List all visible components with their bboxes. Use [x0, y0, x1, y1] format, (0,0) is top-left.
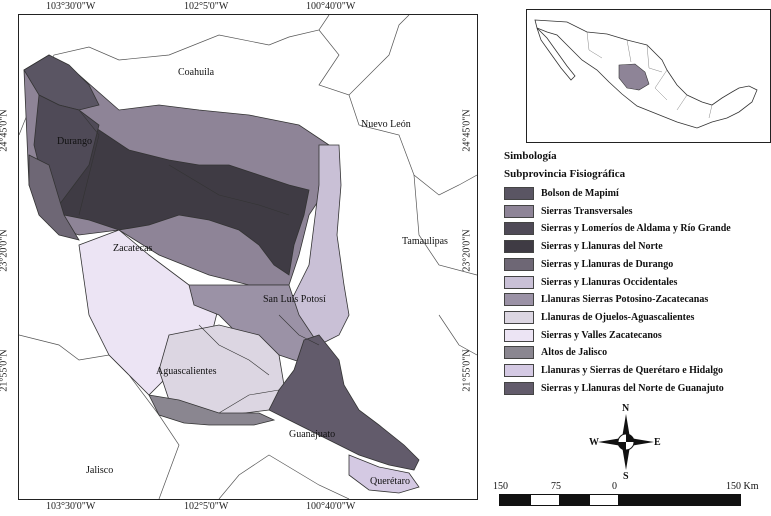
legend-label: Sierras y Llanuras Occidentales [541, 276, 678, 288]
compass-n: N [622, 403, 630, 414]
label-coahuila: Coahuila [178, 67, 215, 78]
legend-swatch [504, 240, 534, 254]
baja-california [536, 27, 576, 81]
label-guanajuato: Guanajuato [289, 429, 336, 440]
region-sierras-llanuras-durango [28, 154, 80, 241]
label-queretaro: Querétaro [370, 476, 410, 487]
legend-item: Sierras Transversales [504, 204, 633, 218]
scale-bar [499, 494, 741, 506]
legend-label: Llanuras de Ojuelos-Aguascalientes [541, 311, 695, 323]
legend-item: Sierras y Llanuras del Norte [504, 240, 663, 254]
legend-label: Llanuras y Sierras de Querétaro e Hidalg… [541, 365, 724, 376]
inset-map [526, 9, 771, 143]
legend-item: Sierras y Lomeríos de Aldama y Río Grand… [504, 222, 731, 236]
scale-seg-3 [559, 495, 590, 505]
scale-label-75: 75 [551, 481, 561, 492]
compass-w: W [589, 437, 599, 448]
legend-title: Simbología [504, 150, 557, 162]
legend-item: Llanuras de Ojuelos-Aguascalientes [504, 310, 695, 324]
compass-icon [598, 414, 654, 470]
compass-e: E [654, 437, 661, 448]
legend-swatch [504, 364, 534, 377]
coord-right-1: 24°45'0"N [461, 109, 473, 152]
inset-map-svg [534, 19, 758, 129]
legend-item: Sierras y Llanuras del Norte de Guanajut… [504, 381, 724, 395]
coord-left-2: 23°20'0"N [0, 229, 10, 272]
legend-label: Sierras y Lomeríos de Aldama y Río Grand… [541, 223, 731, 235]
coord-right-3: 21°55'0"N [461, 349, 473, 392]
scale-seg-2 [531, 495, 559, 505]
legend-label: Sierras y Valles Zacatecanos [541, 329, 662, 341]
main-map [18, 14, 478, 500]
label-aguascalientes: Aguascalientes [156, 366, 217, 377]
legend-swatch [504, 381, 534, 395]
legend-swatch [504, 346, 534, 360]
compass-s: S [623, 471, 629, 482]
region-llanuras-sierras-queretaro [348, 454, 420, 494]
label-zacatecas: Zacatecas [113, 243, 153, 254]
legend-label: Llanuras Sierras Potosino-Zacatecanas [541, 294, 709, 306]
legend-label: Sierras y Llanuras del Norte [541, 241, 663, 253]
map-svg [18, 14, 478, 500]
region-sierras-llanuras-occidentales [288, 144, 350, 346]
compass-rose [588, 404, 664, 480]
legend-item: Sierras y Llanuras Occidentales [504, 275, 678, 289]
coord-bottom-1: 103°30'0"W [46, 501, 96, 512]
scale-seg-1 [500, 495, 531, 505]
scale-label-150-left: 150 [493, 481, 508, 492]
region-sierras-llanuras-norte [38, 94, 310, 276]
region-altos-de-jalisco [148, 394, 276, 426]
coord-left-1: 24°45'0"N [0, 109, 10, 152]
legend-swatch [504, 275, 534, 289]
legend-label: Sierras Transversales [541, 205, 633, 217]
study-area-highlight [618, 63, 650, 91]
legend-subtitle: Subprovincia Fisiográfica [504, 168, 626, 180]
scale-seg-4 [590, 495, 618, 505]
coord-bottom-3: 100°40'0"W [306, 501, 356, 512]
legend-label: Sierras y Llanuras del Norte de Guanajut… [541, 382, 724, 394]
legend-item: Sierras y Llanuras de Durango [504, 257, 674, 271]
scale-label-150-km: 150 Km [726, 481, 759, 492]
legend-swatch [504, 310, 534, 324]
legend-swatch [504, 293, 534, 307]
region-sierras-llanuras-norte-guanajuato [268, 334, 420, 471]
legend-item: Bolson de Mapimí [504, 187, 619, 200]
label-nuevo-leon: Nuevo León [361, 119, 411, 130]
label-san-luis-potosi: San Luis Potosí [263, 294, 326, 305]
coord-top-3: 100°40'0"W [306, 1, 356, 12]
legend-item: Llanuras y Sierras de Querétaro e Hidalg… [504, 364, 723, 377]
legend-label: Bolson de Mapimí [541, 188, 619, 199]
scale-seg-5 [618, 495, 740, 505]
label-jalisco: Jalisco [86, 465, 114, 476]
legend-label: Sierras y Llanuras de Durango [541, 258, 674, 270]
coord-top-1: 103°30'0"W [46, 1, 96, 12]
legend-swatch [504, 187, 534, 200]
regions [23, 54, 420, 494]
legend-item: Altos de Jalisco [504, 346, 608, 360]
label-durango: Durango [57, 136, 92, 147]
legend-label: Altos de Jalisco [541, 347, 608, 359]
legend-swatch [504, 257, 534, 271]
coord-top-2: 102°5'0"W [184, 1, 229, 12]
legend-swatch [504, 222, 534, 236]
coord-right-2: 23°20'0"N [461, 229, 473, 272]
mexico-outline [534, 19, 758, 129]
legend-swatch [504, 204, 534, 218]
scale-label-0: 0 [612, 481, 617, 492]
internal-boundaries [78, 109, 320, 414]
legend-item: Sierras y Valles Zacatecanos [504, 328, 662, 342]
label-tamaulipas: Tamaulipas [402, 236, 448, 247]
coord-bottom-2: 102°5'0"W [184, 501, 229, 512]
legend-swatch [504, 328, 534, 342]
legend-item: Llanuras Sierras Potosino-Zacatecanas [504, 293, 709, 307]
coord-left-3: 21°55'0"N [0, 349, 10, 392]
